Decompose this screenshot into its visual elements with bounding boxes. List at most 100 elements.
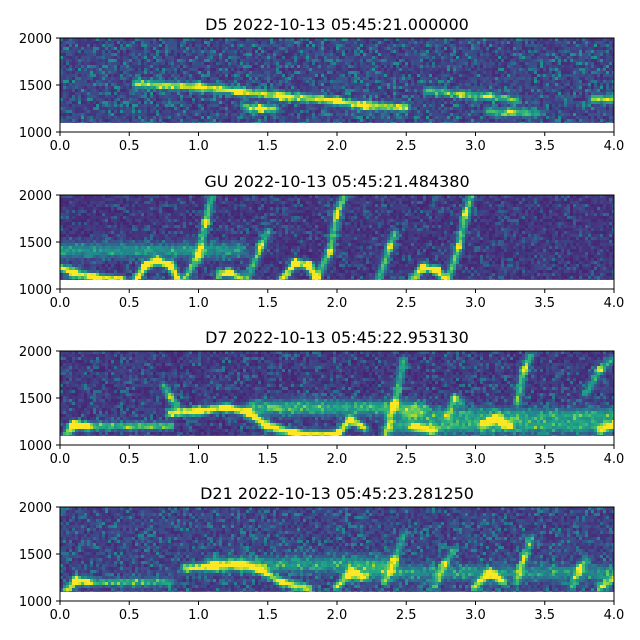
- heatmap-cell: [279, 59, 282, 62]
- heatmap-cell: [498, 77, 501, 80]
- heatmap-cell: [474, 86, 477, 89]
- heatmap-cell: [315, 110, 318, 113]
- heatmap-cell: [216, 62, 219, 65]
- heatmap-cell: [198, 101, 201, 104]
- heatmap-cell: [588, 83, 591, 86]
- heatmap-cell: [270, 68, 273, 71]
- heatmap-cell: [540, 50, 543, 53]
- heatmap-cell: [186, 59, 189, 62]
- heatmap-cell: [594, 77, 597, 80]
- heatmap-cell: [186, 80, 189, 83]
- heatmap-cell: [171, 65, 174, 68]
- heatmap-cell: [507, 65, 510, 68]
- heatmap-cell: [396, 113, 399, 116]
- heatmap-cell: [300, 59, 303, 62]
- heatmap-cell: [252, 47, 255, 50]
- heatmap-cell: [546, 98, 549, 101]
- heatmap-cell: [378, 68, 381, 71]
- heatmap-cell: [555, 44, 558, 47]
- heatmap-cell: [237, 53, 240, 56]
- heatmap-cell: [267, 59, 270, 62]
- heatmap-cell: [570, 86, 573, 89]
- heatmap-cell: [525, 83, 528, 86]
- heatmap-cell: [291, 68, 294, 71]
- heatmap-cell: [150, 107, 153, 110]
- heatmap-cell: [558, 98, 561, 101]
- heatmap-cell: [405, 68, 408, 71]
- heatmap-cell: [120, 71, 123, 74]
- heatmap-cell: [462, 44, 465, 47]
- heatmap-cell: [471, 98, 474, 101]
- heatmap-cell: [354, 110, 357, 113]
- heatmap-cell: [204, 41, 207, 44]
- heatmap-cell: [567, 62, 570, 65]
- heatmap-cell: [294, 113, 297, 116]
- heatmap-cell: [459, 50, 462, 53]
- heatmap-cell: [456, 44, 459, 47]
- heatmap-cell: [558, 59, 561, 62]
- heatmap-cell: [96, 110, 99, 113]
- heatmap-cell: [318, 116, 321, 119]
- heatmap-cell: [264, 47, 267, 50]
- heatmap-cell: [429, 98, 432, 101]
- heatmap-cell: [339, 101, 342, 104]
- heatmap-cell: [216, 110, 219, 113]
- heatmap-cell: [495, 62, 498, 65]
- heatmap-cell: [378, 113, 381, 116]
- heatmap-cell: [291, 53, 294, 56]
- heatmap-cell: [207, 98, 210, 101]
- heatmap-cell: [228, 47, 231, 50]
- heatmap-cell: [537, 89, 540, 92]
- heatmap-cell: [516, 41, 519, 44]
- heatmap-cell: [84, 92, 87, 95]
- heatmap-cell: [555, 56, 558, 59]
- heatmap-cell: [132, 80, 135, 83]
- heatmap-cell: [105, 86, 108, 89]
- heatmap-cell: [282, 86, 285, 89]
- heatmap-cell: [183, 71, 186, 74]
- heatmap-cell: [108, 53, 111, 56]
- heatmap-cell: [72, 56, 75, 59]
- heatmap-cell: [408, 56, 411, 59]
- heatmap-cell: [300, 104, 303, 107]
- heatmap-cell: [324, 53, 327, 56]
- heatmap-cell: [345, 101, 348, 104]
- heatmap-cell: [468, 41, 471, 44]
- heatmap-cell: [363, 77, 366, 80]
- heatmap-cell: [447, 74, 450, 77]
- heatmap-cell: [297, 50, 300, 53]
- heatmap-cell: [102, 68, 105, 71]
- heatmap-cell: [81, 110, 84, 113]
- heatmap-cell: [564, 116, 567, 119]
- heatmap-cell: [264, 50, 267, 53]
- heatmap-cell: [111, 101, 114, 104]
- heatmap-cell: [123, 95, 126, 98]
- heatmap-cell: [222, 86, 225, 89]
- heatmap-cell: [237, 107, 240, 110]
- heatmap-cell: [378, 44, 381, 47]
- heatmap-cell: [477, 110, 480, 113]
- heatmap-cell: [366, 98, 369, 101]
- heatmap-cell: [447, 110, 450, 113]
- heatmap-cell: [363, 89, 366, 92]
- heatmap-cell: [252, 77, 255, 80]
- heatmap-cell: [267, 107, 270, 110]
- heatmap-cell: [456, 65, 459, 68]
- heatmap-cell: [399, 104, 402, 107]
- heatmap-cell: [243, 116, 246, 119]
- heatmap-cell: [447, 116, 450, 119]
- heatmap-cell: [390, 50, 393, 53]
- heatmap-cell: [117, 47, 120, 50]
- heatmap-cell: [462, 74, 465, 77]
- heatmap-cell: [204, 107, 207, 110]
- heatmap-cell: [582, 74, 585, 77]
- heatmap-cell: [573, 50, 576, 53]
- heatmap-cell: [360, 68, 363, 71]
- heatmap-cell: [441, 104, 444, 107]
- heatmap-cell: [69, 89, 72, 92]
- heatmap-cell: [303, 56, 306, 59]
- heatmap-cell: [153, 92, 156, 95]
- heatmap-cell: [423, 44, 426, 47]
- heatmap-cell: [210, 83, 213, 86]
- heatmap-cell: [447, 65, 450, 68]
